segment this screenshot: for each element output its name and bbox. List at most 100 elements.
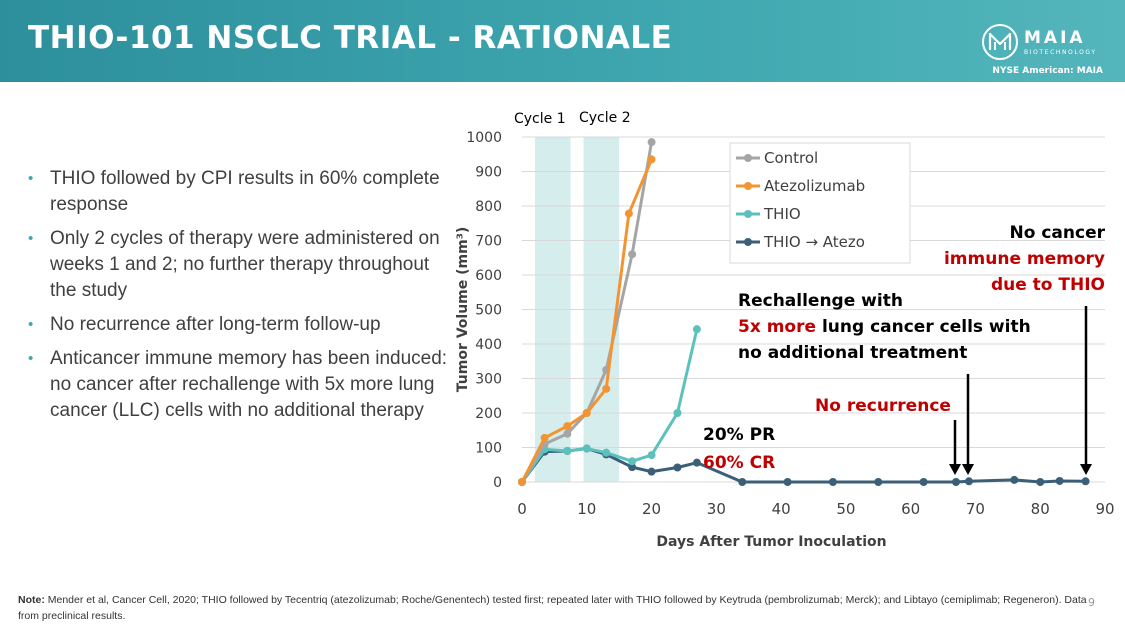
logo-name: MAIA bbox=[1024, 28, 1086, 48]
due-to-thio-label: due to THIO bbox=[991, 275, 1105, 295]
rechallenge-line3: no additional treatment bbox=[738, 343, 967, 363]
bullet-dot-icon: • bbox=[28, 170, 34, 187]
data-point bbox=[563, 429, 572, 438]
data-point bbox=[647, 155, 656, 164]
data-point bbox=[563, 422, 572, 431]
note-text: Mender et al, Cancer Cell, 2020; THIO fo… bbox=[18, 594, 1087, 622]
data-point bbox=[1010, 475, 1019, 484]
rechallenge-rest-text: lung cancer cells with bbox=[816, 317, 1031, 337]
y-tick-label: 900 bbox=[475, 165, 502, 181]
x-tick-label: 40 bbox=[772, 500, 791, 518]
y-tick-label: 100 bbox=[475, 441, 502, 457]
legend-label: Atezolizumab bbox=[764, 177, 865, 195]
y-tick-label: 800 bbox=[475, 199, 502, 215]
logo-subtitle: BIOTECHNOLOGY bbox=[1024, 49, 1097, 56]
cycle-2-label: Cycle 2 bbox=[579, 110, 631, 126]
data-point bbox=[738, 478, 747, 486]
page-number: 9 bbox=[1088, 596, 1095, 609]
data-point bbox=[540, 433, 549, 442]
data-point bbox=[964, 477, 973, 486]
bullet-text: Anticancer immune memory has been induce… bbox=[50, 348, 448, 421]
bullet-dot-icon: • bbox=[28, 350, 34, 367]
rechallenge-line1: Rechallenge with bbox=[738, 291, 903, 311]
no-cancer-label: No cancer bbox=[1010, 223, 1106, 243]
data-point bbox=[783, 478, 792, 486]
y-tick-label: 400 bbox=[475, 337, 502, 353]
recurrence-arrow-icon bbox=[949, 420, 961, 475]
legend-label: THIO bbox=[763, 205, 801, 223]
y-tick-label: 300 bbox=[475, 372, 502, 388]
no-cancer-arrow-icon bbox=[1080, 306, 1092, 475]
data-point bbox=[602, 384, 611, 393]
data-point bbox=[692, 458, 701, 467]
header-bar: THIO-101 NSCLC TRIAL - RATIONALE MAIA BI… bbox=[0, 0, 1125, 82]
data-point bbox=[673, 409, 682, 417]
bullet-text: THIO followed by CPI results in 60% comp… bbox=[50, 168, 440, 215]
bullet-text: No recurrence after long-term follow-up bbox=[50, 314, 381, 335]
series-atezolizumab bbox=[518, 155, 656, 486]
data-point bbox=[673, 463, 682, 472]
x-tick-label: 20 bbox=[642, 500, 661, 518]
no-recurrence-label: No recurrence bbox=[815, 396, 951, 416]
data-point bbox=[518, 478, 526, 486]
x-tick-label: 10 bbox=[577, 500, 596, 518]
legend-swatch-marker bbox=[744, 210, 752, 218]
legend-swatch-marker bbox=[744, 182, 752, 190]
pr-label: 20% PR bbox=[703, 425, 775, 445]
data-point bbox=[624, 209, 633, 218]
cycle-1-label: Cycle 1 bbox=[514, 111, 566, 127]
page-title: THIO-101 NSCLC TRIAL - RATIONALE bbox=[28, 20, 673, 56]
maia-logo-icon bbox=[982, 24, 1018, 60]
y-tick-label: 600 bbox=[475, 268, 502, 284]
footnote: Note: Mender et al, Cancer Cell, 2020; T… bbox=[18, 592, 1088, 624]
legend-swatch-marker bbox=[744, 238, 752, 246]
bullet-dot-icon: • bbox=[28, 316, 34, 333]
bullet-dot-icon: • bbox=[28, 230, 34, 247]
data-point bbox=[647, 138, 656, 147]
x-tick-label: 70 bbox=[966, 500, 985, 518]
legend-label: THIO → Atezo bbox=[763, 233, 865, 251]
data-point bbox=[628, 463, 637, 472]
cr-label: 60% CR bbox=[703, 453, 775, 473]
data-point bbox=[919, 478, 928, 486]
x-tick-label: 50 bbox=[836, 500, 855, 518]
y-tick-label: 0 bbox=[493, 475, 502, 491]
bullet-item: • No recurrence after long-term follow-up bbox=[28, 312, 448, 338]
x-tick-label: 0 bbox=[517, 500, 527, 518]
rechallenge-red-text: 5x more bbox=[738, 317, 816, 337]
data-point bbox=[582, 444, 591, 453]
y-axis-label: Tumor Volume (mm³) bbox=[455, 227, 471, 392]
y-tick-label: 500 bbox=[475, 303, 502, 319]
data-point bbox=[874, 478, 883, 486]
y-tick-label: 700 bbox=[475, 234, 502, 250]
x-tick-label: 60 bbox=[901, 500, 920, 518]
legend-swatch-marker bbox=[744, 154, 752, 162]
x-axis-label: Days After Tumor Inoculation bbox=[656, 534, 886, 550]
data-point bbox=[563, 446, 572, 455]
x-tick-label: 80 bbox=[1031, 500, 1050, 518]
bullet-item: • Anticancer immune memory has been induc… bbox=[28, 346, 448, 424]
bullet-text: Only 2 cycles of therapy were administer… bbox=[50, 228, 440, 301]
data-point bbox=[1055, 476, 1064, 485]
data-point bbox=[1081, 477, 1090, 486]
data-point bbox=[628, 250, 637, 259]
x-tick-label: 30 bbox=[707, 500, 726, 518]
exchange-label: NYSE American: MAIA bbox=[992, 66, 1103, 76]
data-point bbox=[628, 457, 637, 466]
data-point bbox=[828, 478, 837, 486]
y-tick-label: 1000 bbox=[466, 130, 502, 146]
data-point bbox=[1036, 478, 1045, 486]
bullet-list: • THIO followed by CPI results in 60% com… bbox=[28, 166, 448, 432]
note-label: Note: bbox=[18, 594, 45, 606]
y-tick-label: 200 bbox=[475, 406, 502, 422]
legend-label: Control bbox=[764, 149, 818, 167]
x-tick-label: 90 bbox=[1095, 500, 1114, 518]
data-point bbox=[952, 478, 961, 486]
rechallenge-arrow-icon bbox=[962, 374, 974, 475]
rechallenge-line2: 5x more lung cancer cells with bbox=[738, 317, 1031, 337]
company-logo: MAIA BIOTECHNOLOGY bbox=[980, 22, 1100, 62]
data-point bbox=[647, 451, 656, 460]
bullet-item: • Only 2 cycles of therapy were administe… bbox=[28, 226, 448, 304]
data-point bbox=[602, 448, 611, 457]
